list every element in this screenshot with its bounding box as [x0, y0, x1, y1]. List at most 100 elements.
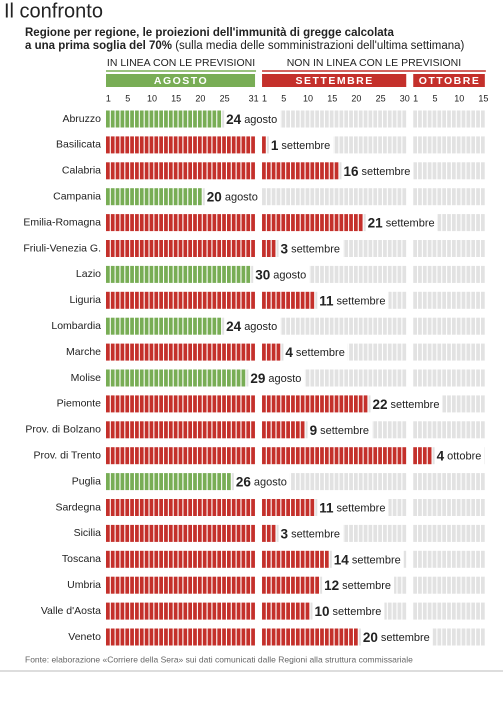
- day-filled: [207, 499, 212, 516]
- label-bg: [224, 109, 281, 129]
- day-filled: [178, 162, 183, 180]
- day-cell: [422, 265, 427, 283]
- day-filled: [295, 602, 300, 620]
- day-cell: [413, 421, 417, 439]
- day-filled: [125, 214, 130, 232]
- day-cell: [432, 628, 437, 646]
- day-filled: [154, 214, 159, 232]
- day-filled: [305, 447, 310, 465]
- day-filled: [271, 214, 276, 232]
- day-cell: [432, 369, 437, 387]
- day-cell: [383, 473, 387, 491]
- day-cell: [320, 369, 324, 387]
- subtitle: a una prima soglia del 70% (sulla media …: [25, 40, 465, 52]
- x-tick-label: 25: [376, 93, 386, 103]
- label-bg: [224, 316, 281, 336]
- day-filled: [324, 550, 329, 568]
- value-label: 11 settembre: [319, 293, 385, 308]
- day-filled: [125, 447, 130, 465]
- day-filled: [344, 214, 349, 232]
- day-filled: [120, 447, 125, 465]
- day-filled: [300, 576, 305, 594]
- day-filled: [295, 162, 300, 180]
- day-filled: [271, 524, 276, 542]
- day-filled: [217, 550, 222, 568]
- day-cell: [402, 499, 407, 516]
- day-filled: [271, 291, 276, 309]
- day-filled: [231, 628, 236, 646]
- day-filled: [164, 188, 168, 206]
- day-cell: [358, 188, 363, 206]
- day-cell: [461, 291, 466, 309]
- day-cell: [466, 188, 471, 206]
- day-cell: [418, 291, 422, 309]
- day-filled: [227, 395, 231, 413]
- day-filled: [197, 499, 202, 516]
- day-cell: [427, 499, 432, 516]
- day-filled: [349, 395, 353, 413]
- day-cell: [339, 162, 344, 180]
- day-cell: [476, 162, 480, 180]
- day-filled: [392, 447, 397, 465]
- subtitle: Regione per regione, le proiezioni dell'…: [25, 27, 394, 39]
- day-cell: [437, 136, 442, 154]
- day-cell: [413, 499, 417, 516]
- day-filled: [262, 447, 266, 465]
- day-filled: [217, 136, 222, 154]
- day-filled: [130, 343, 134, 361]
- day-filled: [217, 395, 222, 413]
- day-cell: [442, 499, 447, 516]
- day-filled: [212, 291, 217, 309]
- day-filled: [144, 395, 149, 413]
- day-cell: [456, 369, 461, 387]
- day-filled: [246, 576, 251, 594]
- day-cell: [432, 602, 437, 620]
- day-cell: [418, 343, 422, 361]
- day-filled: [397, 447, 402, 465]
- day-filled: [144, 214, 149, 232]
- day-filled: [262, 162, 266, 180]
- day-filled: [154, 317, 159, 335]
- day-filled: [231, 395, 236, 413]
- day-cell: [378, 136, 382, 154]
- day-filled: [149, 214, 154, 232]
- day-cell: [387, 136, 392, 154]
- day-cell: [354, 110, 358, 128]
- day-filled: [106, 576, 110, 594]
- day-filled: [329, 162, 334, 180]
- day-filled: [212, 524, 217, 542]
- day-filled: [236, 602, 241, 620]
- day-filled: [144, 499, 149, 516]
- day-filled: [197, 447, 202, 465]
- day-filled: [207, 602, 212, 620]
- day-filled: [236, 291, 241, 309]
- day-filled: [271, 162, 276, 180]
- day-filled: [144, 628, 149, 646]
- day-filled: [115, 265, 120, 283]
- value-day: 11: [319, 500, 334, 515]
- day-cell: [231, 473, 236, 491]
- day-filled: [286, 162, 290, 180]
- day-cell: [481, 602, 485, 620]
- day-filled: [217, 110, 222, 128]
- day-filled: [125, 110, 130, 128]
- day-filled: [110, 240, 115, 257]
- day-cell: [451, 343, 456, 361]
- day-filled: [173, 162, 178, 180]
- day-cell: [427, 291, 432, 309]
- value-day: 4: [285, 345, 293, 360]
- day-cell: [447, 162, 451, 180]
- day-filled: [115, 576, 120, 594]
- day-cell: [456, 188, 461, 206]
- day-cell: [466, 473, 471, 491]
- day-filled: [178, 473, 183, 491]
- day-cell: [461, 524, 466, 542]
- day-cell: [305, 317, 310, 335]
- day-cell: [310, 602, 315, 620]
- day-filled: [300, 421, 305, 439]
- day-filled: [144, 240, 149, 257]
- x-tick-label: 10: [454, 93, 464, 103]
- day-cell: [320, 576, 324, 594]
- day-filled: [188, 188, 193, 206]
- day-filled: [168, 524, 173, 542]
